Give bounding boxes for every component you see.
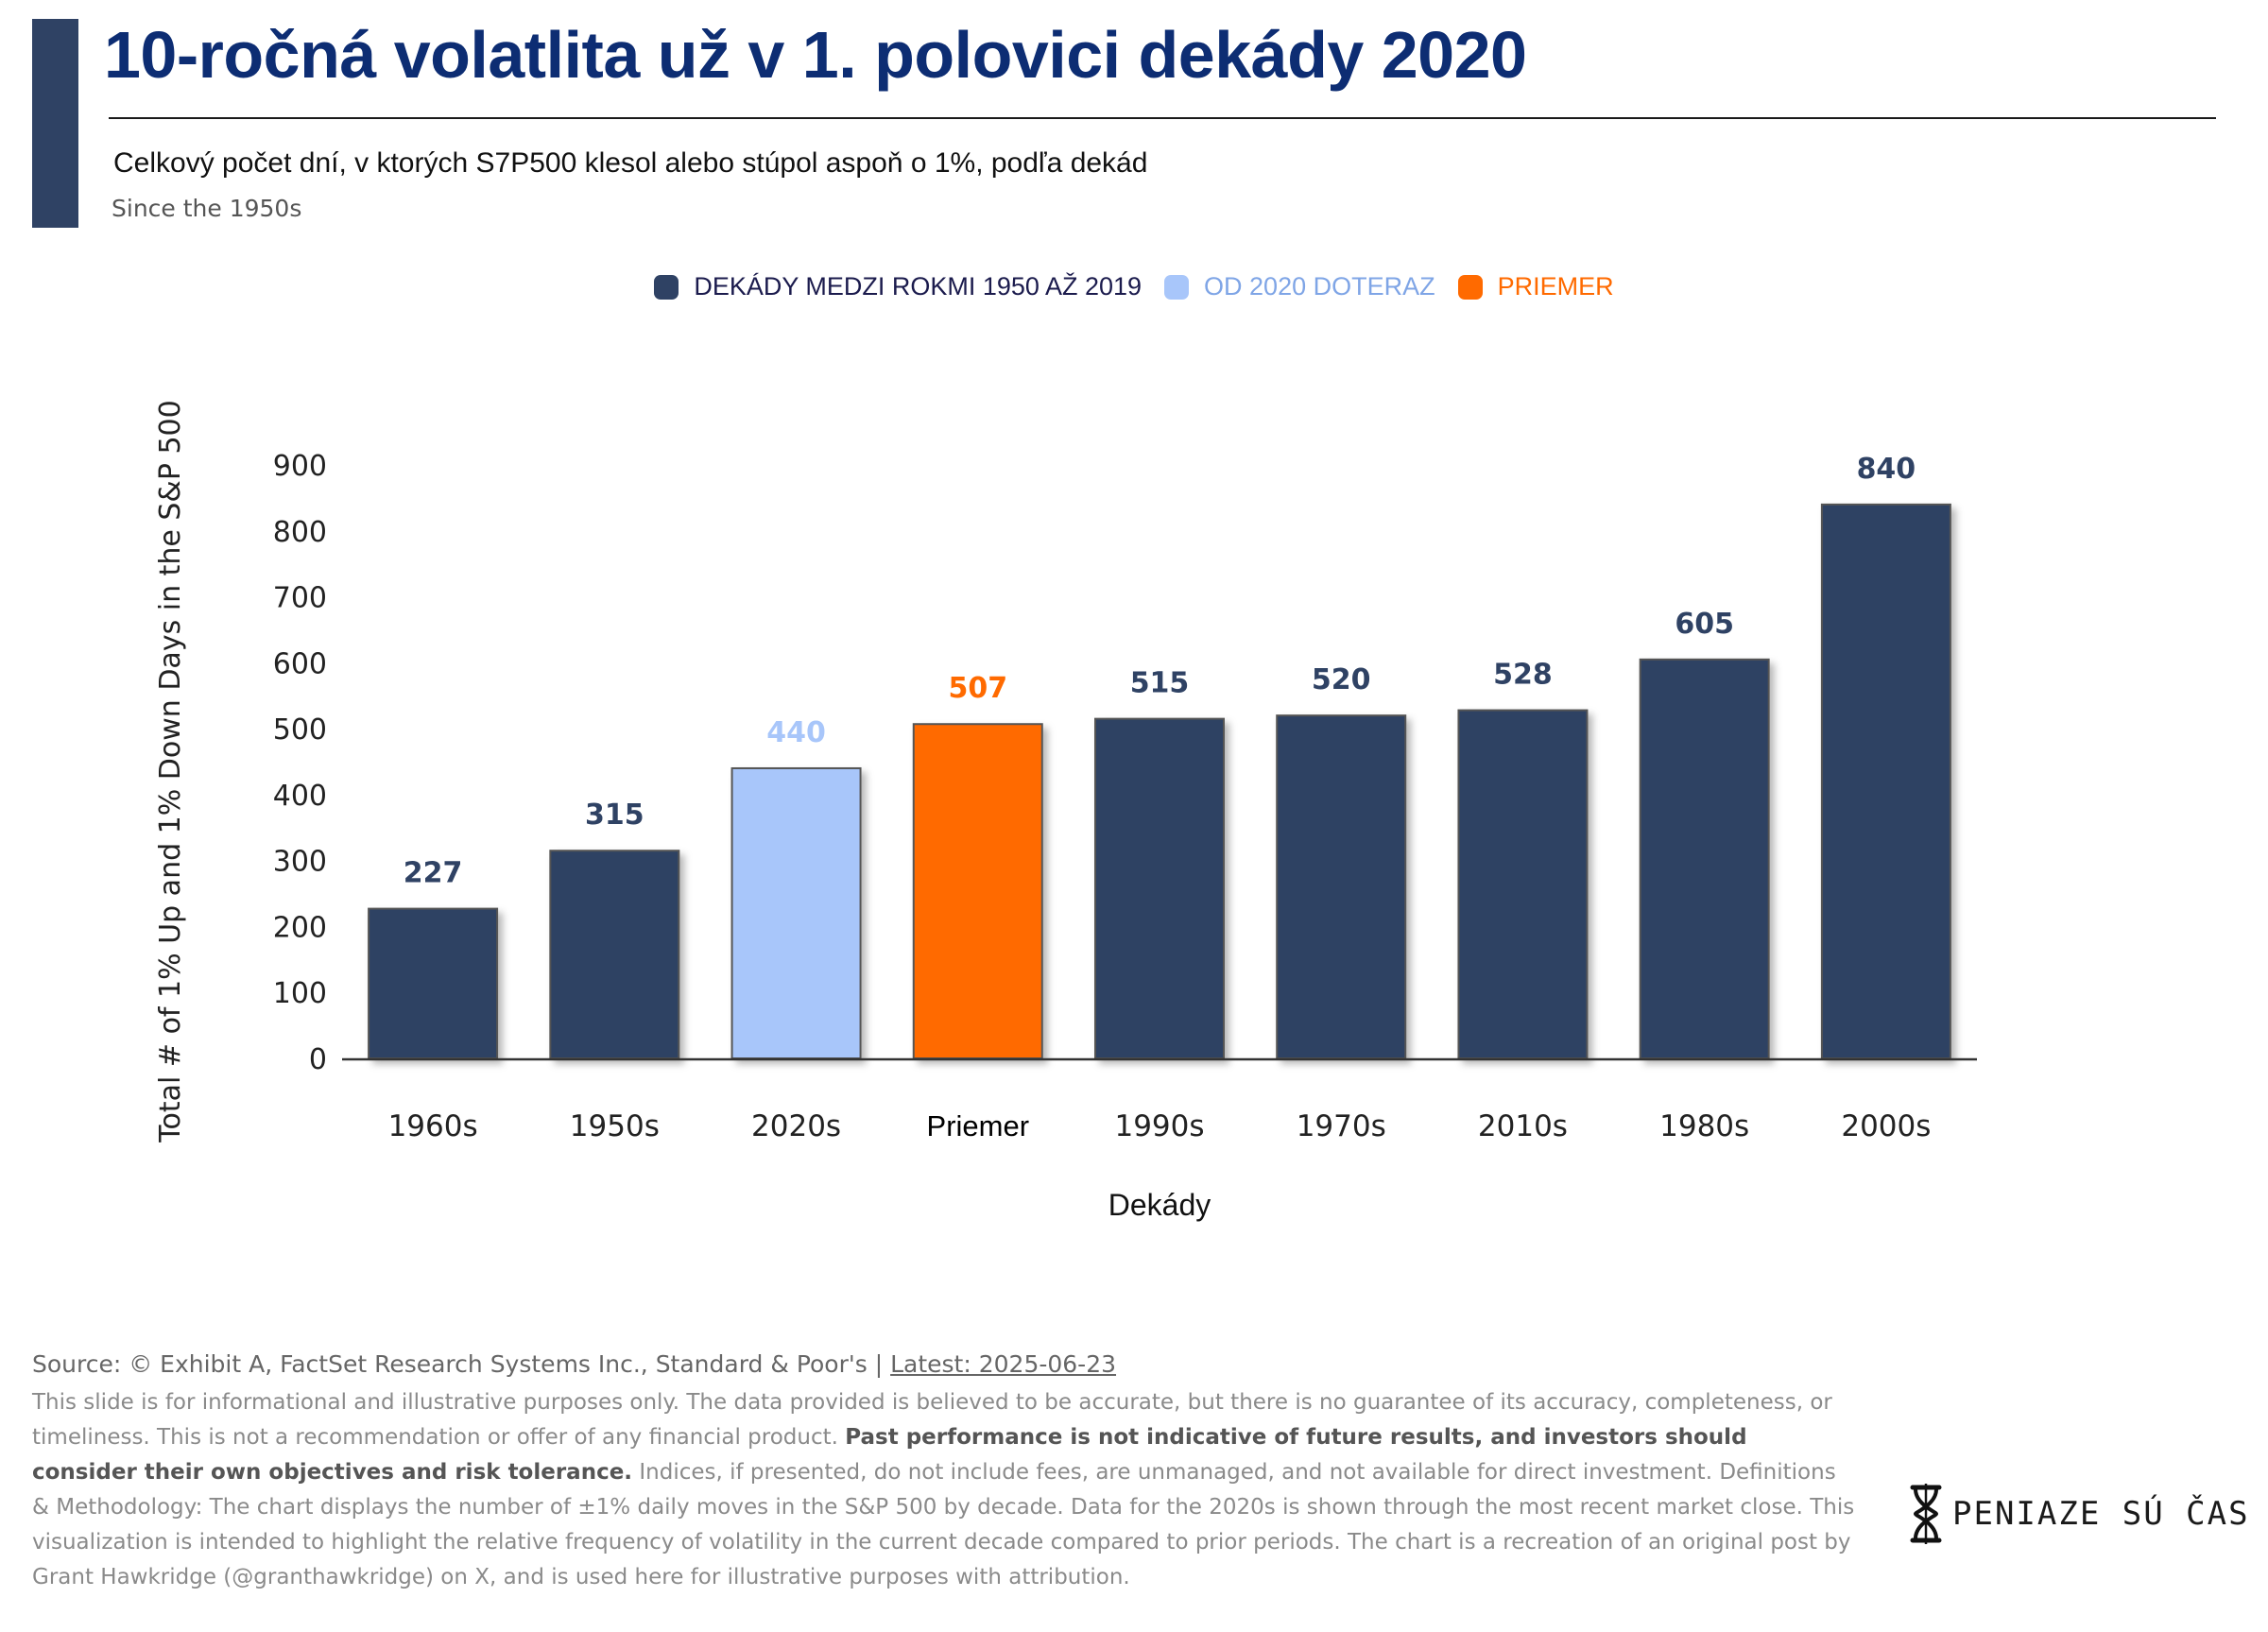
bar xyxy=(368,907,499,1059)
bar xyxy=(912,723,1043,1059)
x-tick-label: 1990s xyxy=(1114,1109,1204,1143)
bar xyxy=(1639,658,1770,1059)
data-label: 840 xyxy=(1857,453,1916,486)
y-tick-label: 400 xyxy=(273,780,327,813)
chart-subtitle-secondary: Since the 1950s xyxy=(112,195,302,222)
data-label: 315 xyxy=(585,799,644,832)
legend-item-decades: DEKÁDY MEDZI ROKMI 1950 AŽ 2019 xyxy=(654,272,1142,301)
legend-label-current: OD 2020 DOTERAZ xyxy=(1204,272,1435,301)
y-tick-label: 700 xyxy=(273,582,327,615)
x-tick-label: 1960s xyxy=(388,1109,478,1143)
bar xyxy=(1094,717,1225,1059)
footer: Source: © Exhibit A, FactSet Research Sy… xyxy=(32,1347,1856,1595)
x-tick-label: 2000s xyxy=(1841,1109,1931,1143)
y-tick-label: 100 xyxy=(273,977,327,1010)
accent-bar xyxy=(32,19,78,228)
bar xyxy=(1276,714,1407,1059)
bar xyxy=(1820,503,1951,1060)
y-tick-label: 800 xyxy=(273,516,327,549)
legend-swatch-current xyxy=(1164,274,1190,300)
y-tick-label: 0 xyxy=(309,1043,327,1076)
page-title: 10-ročná volatlita už v 1. polovici deká… xyxy=(104,18,1527,92)
bar xyxy=(549,850,680,1060)
data-label: 528 xyxy=(1493,659,1553,692)
x-tick-label: Priemer xyxy=(927,1109,1030,1142)
data-label: 515 xyxy=(1130,667,1190,700)
x-tick-label: 1970s xyxy=(1297,1109,1386,1143)
x-axis-title: Dekády xyxy=(1108,1188,1211,1222)
bar xyxy=(730,766,862,1059)
source-text: Source: © Exhibit A, FactSet Research Sy… xyxy=(32,1350,891,1378)
brand-name: PENIAZE SÚ ČAS xyxy=(1952,1495,2250,1533)
y-tick-label: 500 xyxy=(273,713,327,747)
y-tick-label: 900 xyxy=(273,450,327,483)
source-date: Latest: 2025-06-23 xyxy=(890,1350,1117,1378)
chart-legend: DEKÁDY MEDZI ROKMI 1950 AŽ 2019 OD 2020 … xyxy=(0,272,2268,301)
disclaimer: This slide is for informational and illu… xyxy=(32,1385,1856,1595)
legend-item-current: OD 2020 DOTERAZ xyxy=(1164,272,1435,301)
x-tick-label: 2010s xyxy=(1478,1109,1568,1143)
legend-label-average: PRIEMER xyxy=(1497,272,1614,301)
legend-swatch-average xyxy=(1457,274,1483,300)
data-label: 605 xyxy=(1675,608,1734,641)
disclaimer-text-2: Indices, if presented, do not include fe… xyxy=(32,1460,1855,1589)
x-tick-label: 1980s xyxy=(1659,1109,1749,1143)
title-divider xyxy=(109,117,2216,119)
source-line: Source: © Exhibit A, FactSet Research Sy… xyxy=(32,1347,1856,1382)
y-tick-label: 300 xyxy=(273,846,327,879)
brand-logo: PENIAZE SÚ ČAS xyxy=(1907,1484,2250,1544)
data-label: 520 xyxy=(1312,663,1371,696)
bar xyxy=(1457,709,1589,1059)
y-tick-label: 200 xyxy=(273,911,327,944)
legend-swatch-decades xyxy=(654,274,679,300)
x-tick-label: 2020s xyxy=(751,1109,841,1143)
data-label: 507 xyxy=(948,672,1007,705)
bar-chart: 0 100 200 300 400 500 600 700 800 900 Total # of 1… xyxy=(154,400,1977,1222)
disclaimer-bold: Past performance is not indicative of fu… xyxy=(32,1425,1747,1485)
y-tick-label: 600 xyxy=(273,647,327,680)
disclaimer-text-1: This slide is for informational and illu… xyxy=(32,1390,1832,1450)
hourglass-dollar-icon xyxy=(1910,1484,1942,1544)
legend-label-decades: DEKÁDY MEDZI ROKMI 1950 AŽ 2019 xyxy=(694,272,1143,301)
data-label: 440 xyxy=(766,716,826,749)
x-tick-label: 1950s xyxy=(570,1109,660,1143)
legend-item-average: PRIEMER xyxy=(1457,272,1614,301)
y-axis-title: Total # of 1% Up and 1% Down Days in the… xyxy=(154,400,187,1142)
chart-subtitle: Celkový počet dní, v ktorých S7P500 kles… xyxy=(113,147,1148,179)
data-label: 227 xyxy=(404,857,463,890)
